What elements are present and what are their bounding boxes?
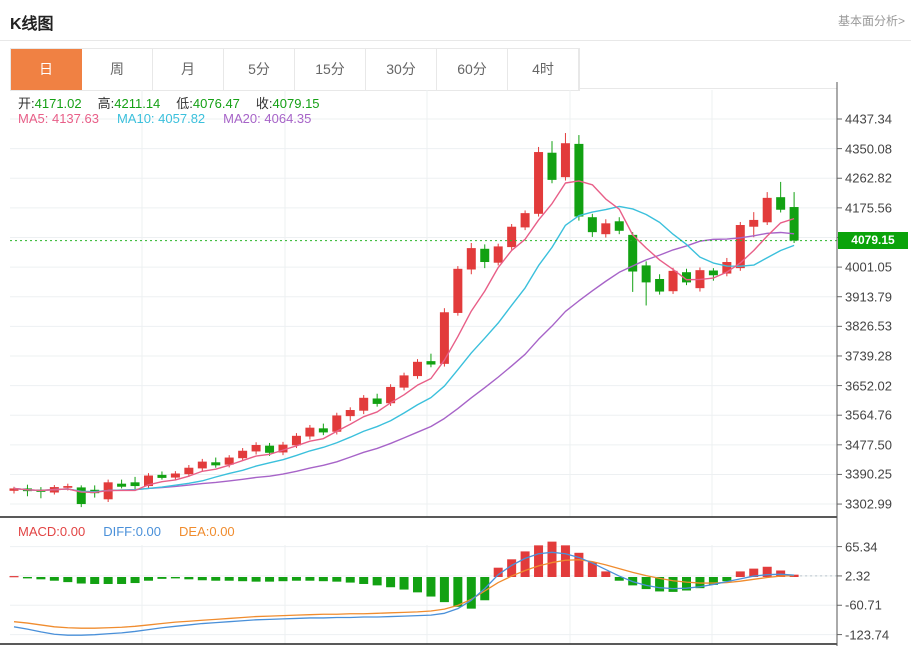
- close-value: 收:4079.15: [255, 96, 320, 111]
- tab-5min[interactable]: 5分: [224, 49, 295, 90]
- y-axis-label: 4175.56: [845, 200, 892, 216]
- period-tabbar: 日 周 月 5分 15分 30分 60分 4时: [10, 48, 580, 91]
- page-title: K线图: [10, 16, 54, 33]
- y-axis-label: 3739.28: [845, 348, 892, 364]
- dea-value: DEA:0.00: [179, 524, 235, 539]
- ma5-value: MA5: 4137.63: [18, 111, 99, 126]
- y-axis-label: 4350.08: [845, 141, 892, 157]
- tab-day[interactable]: 日: [11, 49, 82, 90]
- ma20-value: MA20: 4064.35: [223, 111, 312, 126]
- y-axis-label: -60.71: [845, 597, 882, 613]
- low-value: 低:4076.47: [176, 96, 240, 111]
- y-axis-label: 3564.76: [845, 407, 892, 423]
- tab-15min[interactable]: 15分: [295, 49, 366, 90]
- y-axis-label: 4001.05: [845, 259, 892, 275]
- current-price-badge: 4079.15: [838, 232, 908, 250]
- high-value: 高:4211.14: [97, 96, 161, 111]
- ma10-value: MA10: 4057.82: [116, 111, 206, 126]
- ma-info-row: MA5: 4137.63 MA10: 4057.82 MA20: 4064.35: [18, 111, 311, 126]
- y-axis-label: 65.34: [845, 539, 878, 555]
- ohlc-info-row: 开:4171.02 高:4211.14 低:4076.47 收:4079.15: [18, 93, 320, 112]
- y-axis-label: 4262.82: [845, 170, 892, 186]
- y-axis-label: 3652.02: [845, 378, 892, 394]
- y-axis-label: -123.74: [845, 627, 890, 643]
- tab-week[interactable]: 周: [82, 49, 153, 90]
- header: K线图 基本面分析>: [0, 0, 911, 41]
- tab-4hour[interactable]: 4时: [508, 49, 579, 90]
- macd-info-row: MACD:0.00 DIFF:0.00 DEA:0.00: [18, 524, 235, 539]
- y-axis-label: 3390.25: [845, 466, 892, 482]
- tab-60min[interactable]: 60分: [437, 49, 508, 90]
- fundamental-analysis-link[interactable]: 基本面分析>: [837, 14, 905, 28]
- tab-30min[interactable]: 30分: [366, 49, 437, 90]
- open-value: 开:4171.02: [18, 96, 82, 111]
- y-axis-label: 4437.34: [845, 111, 892, 127]
- y-axis-label: 2.32: [845, 568, 871, 584]
- y-axis-label: 3826.53: [845, 318, 892, 334]
- y-axis-label: 3302.99: [845, 496, 892, 512]
- macd-value: MACD:0.00: [18, 524, 86, 539]
- y-axis-label: 3477.50: [845, 437, 892, 453]
- diff-value: DIFF:0.00: [103, 524, 162, 539]
- tab-month[interactable]: 月: [153, 49, 224, 90]
- y-axis-label: 3913.79: [845, 289, 892, 305]
- tabbar-filler-border: [578, 88, 837, 89]
